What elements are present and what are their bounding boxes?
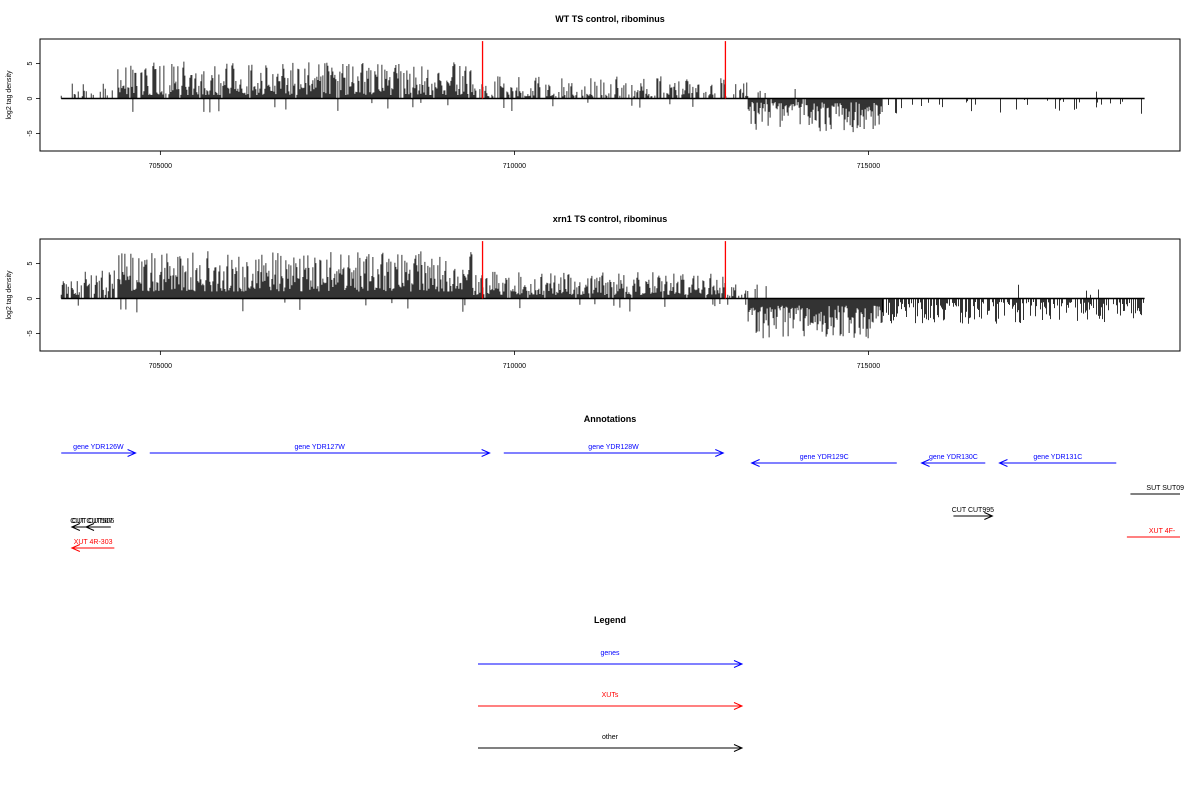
x-ticks: 705000 710000 715000 xyxy=(149,151,880,170)
y-ticks: -5 0 5 xyxy=(27,61,40,137)
annotations-title: Annotations xyxy=(584,414,637,424)
arrow-head xyxy=(750,459,760,467)
y-ticks: -5 0 5 xyxy=(27,261,40,337)
arrow-head xyxy=(733,660,744,668)
plot-frame xyxy=(39,238,1181,352)
panel-title: WT TS control, ribominus xyxy=(555,14,665,24)
arrow-head xyxy=(715,449,725,457)
arrow-head xyxy=(984,512,994,520)
signal-bars xyxy=(60,251,1144,339)
x-ticks: 705000 710000 715000 xyxy=(149,351,880,370)
xut-arrows: XUT 4R-303 XUT 4F- xyxy=(70,528,1180,552)
arrow-head xyxy=(998,459,1008,467)
x-tick-label: 715000 xyxy=(857,163,880,170)
gene-label: gene YDR130C xyxy=(929,454,978,461)
x-tick-label: 705000 xyxy=(149,363,172,370)
y-tick-label: -5 xyxy=(27,330,34,336)
legend-items: genes XUTs other xyxy=(478,650,744,752)
xut-label: XUT 4R-303 xyxy=(74,539,113,546)
signal-bars xyxy=(60,61,1142,133)
gene-label: gene YDR126W xyxy=(73,444,124,451)
x-tick-label: 705000 xyxy=(149,163,172,170)
arrow-head xyxy=(84,523,95,531)
legend-label: genes xyxy=(600,650,620,657)
arrow-head xyxy=(481,449,491,457)
panel-xrn1: xrn1 TS control, ribominus log2 tag dens… xyxy=(6,214,1181,370)
arrow-head xyxy=(127,449,137,457)
gene-label: gene YDR128W xyxy=(588,444,639,451)
panel-wt: WT TS control, ribominus log2 tag densit… xyxy=(6,14,1181,170)
legend-label: XUTs xyxy=(602,692,619,699)
arrow-head xyxy=(733,744,744,752)
other-label: CUT CUT507 xyxy=(70,518,112,525)
y-axis-label: log2 tag density xyxy=(6,70,13,120)
arrow-head xyxy=(733,702,744,710)
data-bars xyxy=(60,251,1145,339)
panel-title: xrn1 TS control, ribominus xyxy=(553,214,668,224)
plot-frame xyxy=(39,38,1181,152)
legend-label: other xyxy=(602,734,619,741)
y-tick-label: 5 xyxy=(27,61,34,65)
xut-label: XUT 4F- xyxy=(1149,528,1176,535)
annotations-track: Annotations gene YDR126W gene YDR127W gene… xyxy=(61,414,1184,552)
arrow-head xyxy=(70,544,81,552)
y-axis-label: log2 tag density xyxy=(6,270,13,320)
data-bars xyxy=(60,61,1145,133)
arrow-head xyxy=(920,459,930,467)
legend-title: Legend xyxy=(594,615,626,625)
legend: Legend genes XUTs other xyxy=(478,615,744,752)
gene-label: gene YDR129C xyxy=(800,454,849,461)
arrow-head xyxy=(70,523,81,531)
other-label: CUT CUT995 xyxy=(952,507,994,514)
y-tick-label: 0 xyxy=(27,296,34,300)
y-tick-label: -5 xyxy=(27,130,34,136)
x-tick-label: 715000 xyxy=(857,363,880,370)
y-tick-label: 5 xyxy=(27,261,34,265)
other-label: SUT SUT09 xyxy=(1146,485,1184,492)
other-label: CUT CUT506 xyxy=(72,518,114,525)
gene-label: gene YDR127W xyxy=(294,444,345,451)
highlight-lines xyxy=(481,241,727,299)
gene-arrows: gene YDR126W gene YDR127W gene YDR128W gene… xyxy=(61,444,1117,467)
gene-label: gene YDR131C xyxy=(1033,454,1082,461)
x-tick-label: 710000 xyxy=(503,363,526,370)
y-tick-label: 0 xyxy=(27,96,34,100)
highlight-lines xyxy=(481,41,727,99)
x-tick-label: 710000 xyxy=(503,163,526,170)
